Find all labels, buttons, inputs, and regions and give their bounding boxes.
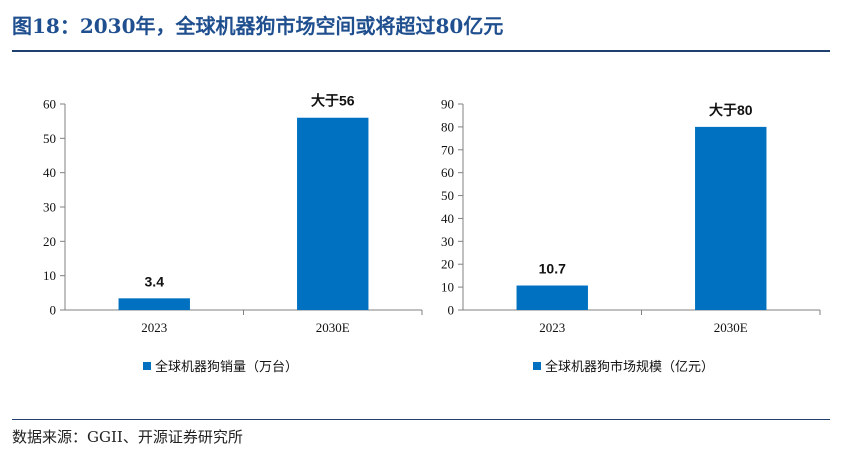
source-note: 数据来源：GGII、开源证券研究所 [12,428,243,446]
chart-1-x-tick-label-0: 2023 [539,320,565,335]
chart-0-legend-swatch [143,362,151,370]
chart-1-bar-0 [516,285,588,310]
chart-0-y-tick-label-3: 30 [43,200,56,215]
figure-title: 图18：2030年，全球机器狗市场空间或将超过80亿元 [12,14,504,38]
chart-1-legend-label: 全球机器狗市场规模（亿元） [545,359,714,375]
chart-0-y-tick-label-6: 60 [43,97,56,112]
chart-1-y-tick-label-2: 20 [441,257,454,272]
chart-0-bar-1 [297,117,369,310]
chart-0-legend-label: 全球机器狗销量（万台） [155,359,298,375]
chart-0-y-tick-label-0: 0 [50,303,57,318]
chart-1-y-tick-label-5: 50 [441,188,454,203]
chart-1-y-tick-label-3: 30 [441,234,454,249]
chart-1-y-tick-label-6: 60 [441,165,454,180]
chart-0-y-tick-label-1: 10 [43,268,56,283]
chart-0-data-label-1: 大于56 [311,93,355,109]
chart-0-data-label-0: 3.4 [145,273,165,289]
chart-0-y-tick-label-5: 50 [43,131,56,146]
chart-1-data-label-1: 大于80 [709,102,753,118]
chart-1-y-tick-label-1: 10 [441,280,454,295]
chart-0-x-tick-label-0: 2023 [141,320,167,335]
chart-0-bar-0 [118,298,190,310]
chart-0-y-tick-label-2: 20 [43,234,56,249]
title-divider [12,50,830,52]
chart-0-y-tick-label-4: 40 [43,165,56,180]
chart-1-legend-swatch [533,362,541,370]
chart-1-y-tick-label-4: 40 [441,211,454,226]
chart-1-data-label-0: 10.7 [539,261,566,277]
source-divider [12,419,830,420]
chart-1-y-tick-label-0: 0 [448,303,455,318]
chart-1-x-tick-label-1: 2030E [714,320,748,335]
chart-1-y-tick-label-9: 90 [441,97,454,112]
chart-1-y-tick-label-8: 80 [441,119,454,134]
chart-0-x-tick-label-1: 2030E [316,320,350,335]
chart-1-bar-1 [695,126,767,310]
chart-1-y-tick-label-7: 70 [441,142,454,157]
